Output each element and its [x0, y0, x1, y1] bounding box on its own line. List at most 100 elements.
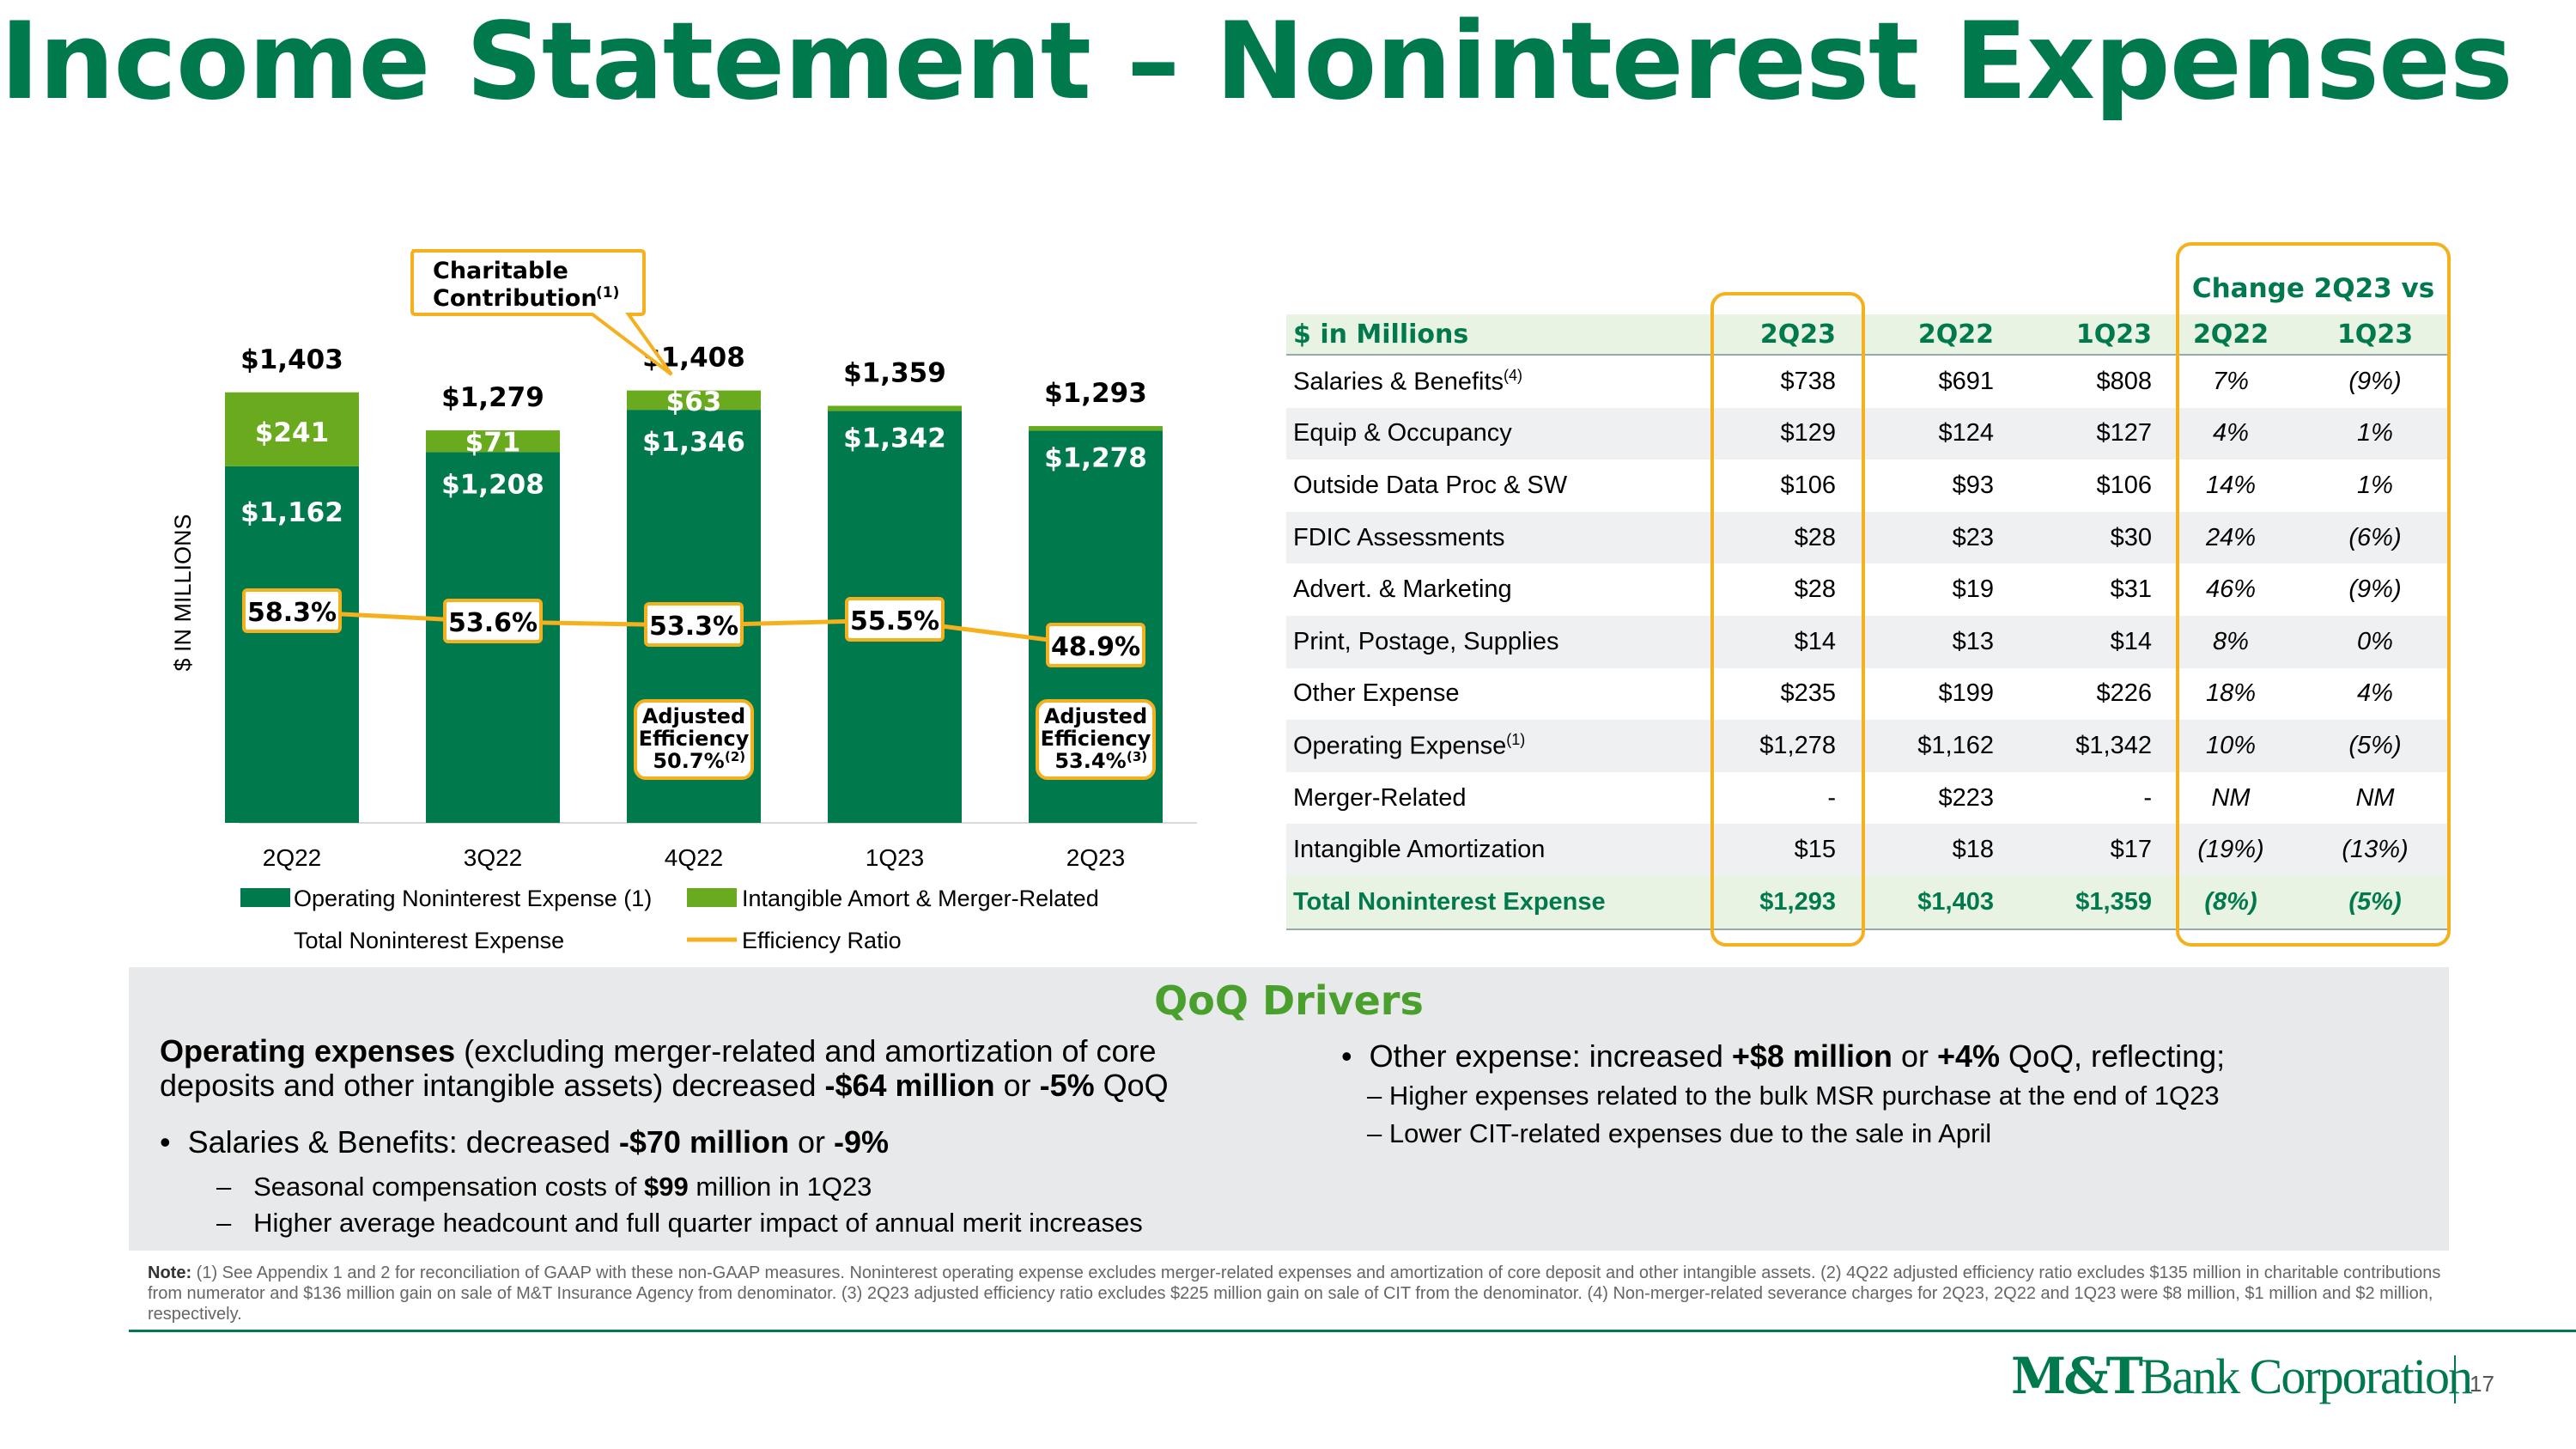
- table-row: Operating Expense(1) $1,278 $1,162 $1,342 10…: [1286, 720, 2447, 772]
- row-label-text: Operating Expense: [1293, 732, 1507, 760]
- adjusted-efficiency-line2-2: Efficiency: [1041, 727, 1151, 751]
- x-tick-4Q22: 4Q22: [665, 844, 724, 871]
- table-row: Intangible Amortization $15 $18 $17 (19%) (13…: [1286, 824, 2447, 876]
- bullet-glyph: •: [160, 1124, 188, 1160]
- adjusted-efficiency-box-2: [1036, 699, 1156, 780]
- value-2q22: $13: [1843, 615, 2001, 668]
- adjusted-efficiency-line1-1: Adjusted: [642, 704, 745, 728]
- row-label-text: Merger-Related: [1293, 783, 1467, 812]
- value-1q23: $1,342: [2001, 720, 2159, 772]
- value-2q22: $691: [1938, 367, 1994, 395]
- value-1q23: $30: [2001, 511, 2159, 564]
- bar-intangible-2Q23: [1029, 426, 1163, 431]
- data-label-operating-1Q23: $1,342: [843, 423, 946, 454]
- total-change-vs-1q23: (5%): [2303, 875, 2447, 930]
- row-label: Other Expense: [1286, 668, 1685, 721]
- efficiency-label-4Q22: 53.3%: [649, 612, 738, 642]
- table-row: Outside Data Proc & SW $106 $93 $106 14% 1%: [1286, 460, 2447, 512]
- data-label-total-2Q22: $1,403: [240, 344, 343, 375]
- callout-line-1: Charitable: [433, 258, 568, 284]
- value-2q22: $124: [1843, 407, 2001, 460]
- legend-swatch-intangible: [687, 888, 737, 907]
- efficiency-label-2Q22: 58.3%: [247, 598, 337, 628]
- column-header: 2Q22: [2159, 314, 2303, 356]
- value-2q22: $93: [1952, 471, 1994, 499]
- expense-table: $ in Millions 2Q23 2Q22 1Q23 2Q22 1Q23 Salarie…: [1286, 314, 2447, 930]
- row-label: Operating Expense(1): [1286, 720, 1685, 772]
- row-label: Outside Data Proc & SW: [1286, 460, 1685, 512]
- value-2q22: $19: [1952, 575, 1994, 604]
- bar-intangible-4Q22: [627, 390, 761, 411]
- value-2q23: $106: [1780, 471, 1836, 499]
- value-1q23: $226: [2096, 679, 2152, 708]
- table-row: Salaries & Benefits(4) $738 $691 $808 7% (9%): [1286, 355, 2447, 408]
- row-label-text: Salaries & Benefits: [1293, 368, 1504, 396]
- table-row: Merger-Related - $223 - NM NM: [1286, 772, 2447, 825]
- data-label-operating-2Q22: $1,162: [240, 497, 343, 528]
- change-vs-1q23: (6%): [2303, 511, 2447, 564]
- efficiency-box-4Q22: [644, 602, 744, 647]
- value-1q23: $31: [2110, 575, 2152, 604]
- adjusted-efficiency-value-1: 50.7%: [653, 749, 724, 773]
- change-vs-2q22: 8%: [2159, 615, 2303, 668]
- row-label: FDIC Assessments: [1286, 511, 1685, 564]
- other-expense-sub-1: – Higher expenses related to the bulk MS…: [1367, 1081, 2220, 1111]
- change-vs-1q23: 0%: [2303, 615, 2447, 668]
- change-vs-2q22: 10%: [2159, 720, 2303, 772]
- data-label-operating-2Q23: $1,278: [1044, 442, 1147, 473]
- adjusted-efficiency-box-1: [634, 699, 754, 780]
- value-2q23: -: [1827, 783, 1836, 812]
- efficiency-label-3Q22: 53.6%: [448, 608, 538, 638]
- value-1q23: $808: [2096, 367, 2152, 395]
- column-header: 1Q23: [2303, 314, 2447, 356]
- row-label: Advert. & Marketing: [1286, 563, 1685, 616]
- row-footnote-ref: (4): [1504, 366, 1523, 384]
- adjusted-efficiency-line1-2: Adjusted: [1044, 704, 1147, 728]
- change-vs-2q22: NM: [2211, 783, 2251, 812]
- change-vs-2q22: 14%: [2205, 471, 2257, 499]
- x-tick-2Q23: 2Q23: [1066, 844, 1126, 871]
- change-vs-2q22: 4%: [2159, 407, 2303, 460]
- value-1q23: $17: [2001, 824, 2159, 876]
- bar-intangible-3Q22: [426, 430, 560, 453]
- x-tick-1Q23: 1Q23: [866, 844, 925, 871]
- change-vs-2q22: 7%: [2213, 367, 2249, 395]
- adjusted-efficiency-value-2: 53.4%: [1054, 749, 1126, 773]
- change-vs-1q23: (13%): [2303, 824, 2447, 876]
- value-2q22: $23: [1843, 511, 2001, 564]
- footer-divider: [129, 1330, 2576, 1332]
- footnote: Note: (1) See Appendix 1 and 2 for recon…: [148, 1263, 2441, 1324]
- legend-label-intangible: Intangible Amort & Merger-Related: [742, 886, 1099, 911]
- data-label-operating-3Q22: $1,208: [441, 469, 544, 500]
- column-header: $ in Millions: [1286, 314, 1685, 356]
- row-label: Intangible Amortization: [1286, 824, 1685, 876]
- row-label: Merger-Related: [1286, 772, 1685, 825]
- other-expense-sub-2: – Lower CIT-related expenses due to the …: [1367, 1118, 1992, 1148]
- table-row: Other Expense $235 $199 $226 18% 4%: [1286, 668, 2447, 721]
- y-axis-label: $ IN MILLIONS: [170, 514, 196, 671]
- value-2q22: $18: [1843, 824, 2001, 876]
- change-vs-2q22: 18%: [2205, 679, 2257, 708]
- change-vs-1q23: (9%): [2348, 367, 2402, 395]
- bullet-glyph: •: [1341, 1038, 1370, 1074]
- table-row: Print, Postage, Supplies $14 $13 $14 8% 0%: [1286, 615, 2447, 668]
- row-label-text: Other Expense: [1293, 679, 1460, 708]
- data-label-intangible-4Q22: $63: [666, 387, 722, 417]
- table-row: Equip & Occupancy $129 $124 $127 4% 1%: [1286, 407, 2447, 460]
- total-label: Total Noninterest Expense: [1286, 875, 1685, 930]
- table-row: FDIC Assessments $28 $23 $30 24% (6%): [1286, 511, 2447, 564]
- value-1q23: $14: [2001, 615, 2159, 668]
- table-row: Advert. & Marketing $28 $19 $31 46% (9%): [1286, 563, 2447, 616]
- legend-swatch-operating: [240, 888, 290, 907]
- change-header: Change 2Q23 vs: [2191, 273, 2435, 304]
- data-label-total-3Q22: $1,279: [441, 382, 544, 413]
- bar-intangible-2Q22: [225, 392, 359, 466]
- change-vs-1q23: (9%): [2348, 575, 2402, 604]
- charitable-contribution-callout: [410, 249, 673, 376]
- column-header: 1Q23: [2001, 314, 2159, 356]
- salaries-bullet: • Salaries & Benefits: decreased -$70 mi…: [160, 1124, 889, 1160]
- qoq-drivers-panel: QoQ Drivers Operating expenses (excludin…: [129, 967, 2449, 1251]
- callout-sup: (1): [596, 284, 619, 301]
- value-1q23: $127: [2001, 407, 2159, 460]
- page-title: Income Statement – Noninterest Expenses: [0, 0, 2513, 124]
